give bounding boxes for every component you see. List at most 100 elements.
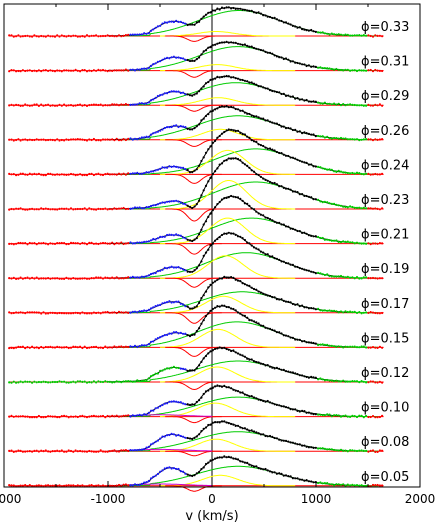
observed-point <box>138 380 141 383</box>
observed-point <box>147 479 150 483</box>
observed-point <box>362 34 365 37</box>
observed-point <box>108 34 111 38</box>
observed-point <box>193 238 196 241</box>
observed-point <box>333 484 336 487</box>
observed-point <box>218 200 221 204</box>
observed-point <box>378 69 381 72</box>
observed-point <box>111 138 114 141</box>
observed-point <box>24 415 27 418</box>
observed-point <box>69 207 73 210</box>
observed-point <box>280 368 283 371</box>
observed-point <box>131 242 134 245</box>
observed-point <box>76 380 79 383</box>
absorption-line <box>165 346 222 357</box>
observed-point <box>127 69 130 72</box>
observed-point <box>147 411 150 414</box>
observed-point <box>207 11 210 14</box>
observed-point <box>166 21 169 24</box>
observed-point <box>129 137 132 140</box>
observed-point <box>138 137 141 140</box>
observed-point <box>355 276 359 279</box>
observed-point <box>111 208 114 211</box>
observed-point <box>223 197 226 200</box>
observed-point <box>207 46 210 49</box>
observed-point <box>252 140 256 143</box>
observed-point <box>108 173 111 176</box>
observed-point <box>67 277 70 280</box>
observed-point <box>113 103 116 106</box>
absorption-line <box>165 70 222 78</box>
observed-point <box>246 461 249 464</box>
observed-point <box>209 145 212 148</box>
observed-point <box>232 307 235 311</box>
observed-point <box>278 123 281 126</box>
observed-point <box>67 34 70 38</box>
observed-point <box>163 57 166 60</box>
observed-point <box>168 433 171 437</box>
observed-point <box>296 158 299 161</box>
observed-point <box>268 294 272 298</box>
observed-point <box>72 380 75 383</box>
observed-point <box>108 69 111 72</box>
observed-point <box>337 102 340 105</box>
observed-point <box>40 173 43 176</box>
observed-point <box>355 241 359 244</box>
observed-point <box>369 173 372 176</box>
fit-total-line <box>107 385 347 417</box>
observed-point <box>133 276 137 279</box>
observed-point <box>200 17 203 20</box>
observed-point <box>95 173 98 176</box>
observed-point <box>298 410 301 413</box>
observed-point <box>40 242 43 245</box>
observed-point <box>376 242 379 245</box>
observed-point <box>30 138 34 142</box>
observed-point <box>239 426 242 429</box>
observed-point <box>115 173 118 176</box>
observed-point <box>378 138 381 141</box>
observed-point <box>152 132 155 135</box>
observed-point <box>282 474 285 477</box>
observed-point <box>287 22 290 25</box>
observed-point <box>371 35 375 38</box>
observed-point <box>111 34 114 38</box>
observed-point <box>152 272 155 275</box>
observed-point <box>326 201 329 204</box>
observed-point <box>85 243 89 246</box>
observed-point <box>122 69 125 72</box>
observed-point <box>376 207 379 210</box>
observed-point <box>310 270 313 273</box>
observed-point <box>147 66 150 69</box>
observed-point <box>115 276 118 279</box>
observed-point <box>44 174 47 177</box>
observed-point <box>378 449 381 452</box>
observed-point <box>204 251 208 254</box>
observed-point <box>333 170 336 173</box>
observed-point <box>284 21 288 24</box>
observed-point <box>42 104 45 107</box>
spectrum-panel <box>8 105 384 147</box>
observed-point <box>117 483 121 487</box>
observed-point <box>317 165 320 168</box>
observed-point <box>67 449 70 452</box>
observed-point <box>17 415 20 418</box>
observed-point <box>177 332 180 335</box>
observed-point <box>204 151 208 154</box>
observed-point <box>250 9 253 12</box>
observed-point <box>335 483 338 486</box>
observed-point <box>323 32 326 35</box>
observed-point <box>33 34 36 37</box>
observed-point <box>335 33 338 36</box>
observed-point <box>268 120 272 123</box>
observed-point <box>33 103 36 106</box>
observed-point <box>232 106 235 109</box>
observed-point <box>53 35 57 38</box>
observed-point <box>287 440 290 443</box>
observed-point <box>355 380 359 383</box>
observed-point <box>35 243 38 246</box>
observed-point <box>255 173 258 176</box>
observed-point <box>106 380 109 383</box>
observed-point <box>145 67 148 70</box>
observed-point <box>170 20 173 23</box>
observed-point <box>296 477 299 480</box>
observed-point <box>92 277 95 280</box>
